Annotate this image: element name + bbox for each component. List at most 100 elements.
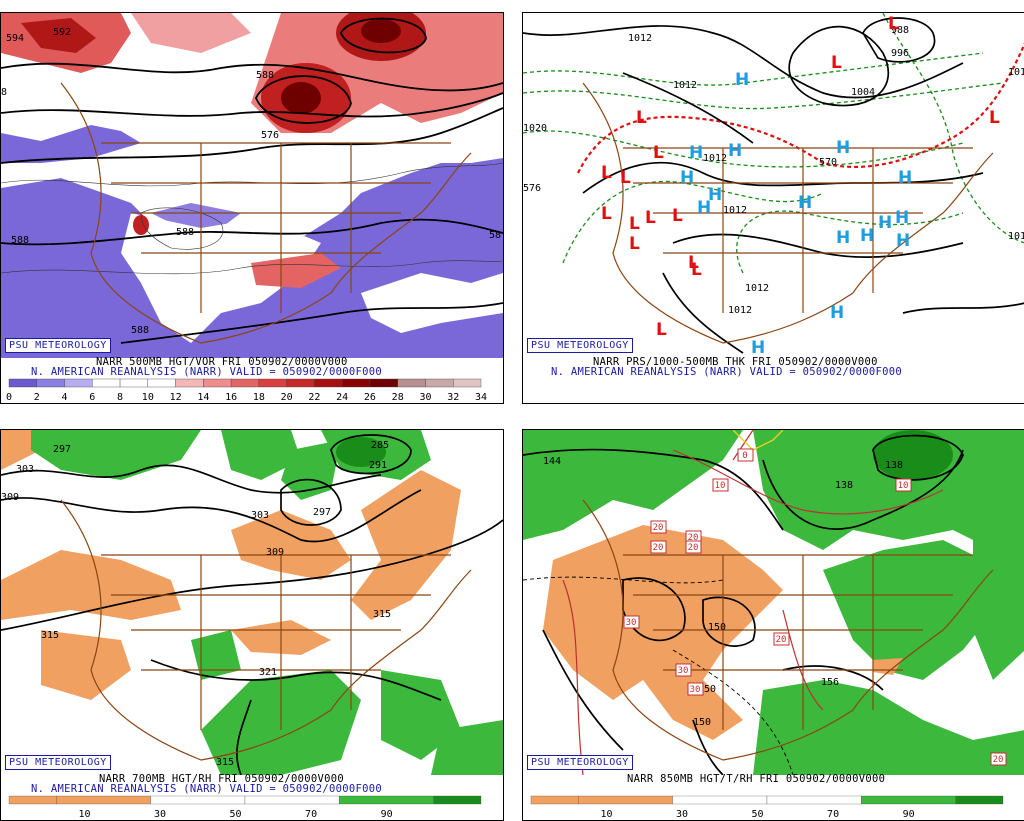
panel-caption: NARR PRS/1000-500MB THK FRI 050902/0000V… <box>593 356 878 368</box>
dry-area <box>873 658 903 675</box>
colorbar-tick-label: 32 <box>447 392 459 403</box>
high-pressure-marker: H <box>860 226 874 246</box>
temperature-label: 20 <box>688 543 699 553</box>
colorbar-tick-label: 28 <box>392 392 404 403</box>
high-pressure-marker: H <box>878 213 892 233</box>
contour-label: 594 <box>6 33 24 44</box>
contour-label: 996 <box>891 48 909 59</box>
high-pressure-marker: H <box>708 185 722 205</box>
colorbar-swatch <box>36 378 65 388</box>
contour-label: 315 <box>216 757 234 768</box>
moist-area <box>753 680 1024 775</box>
colorbar-swatch <box>453 378 482 388</box>
colorbar-swatch <box>56 795 151 805</box>
colorbar-tick-label: 50 <box>752 809 764 820</box>
contour-label: 576 <box>261 130 279 141</box>
temperature-label: 30 <box>626 618 637 628</box>
negative-vorticity-area <box>151 203 241 228</box>
colorbar-swatch <box>8 795 57 805</box>
contour-label: 588 <box>11 235 29 246</box>
panel-valid-caption: N. AMERICAN REANALYSIS (NARR) VALID = 05… <box>31 783 382 795</box>
panel-valid-caption: N. AMERICAN REANALYSIS (NARR) VALID = 05… <box>31 366 382 378</box>
contour-label: 144 <box>543 456 561 467</box>
temperature-contours <box>562 430 944 775</box>
colorbar-tick-label: 18 <box>253 392 265 403</box>
colorbar-swatch <box>175 378 204 388</box>
temperature-label: 30 <box>690 685 701 695</box>
freezing-line <box>732 430 784 451</box>
dry-area <box>1 550 181 620</box>
high-pressure-marker: H <box>798 193 812 213</box>
high-pressure-marker: H <box>896 231 910 251</box>
contour-label: 576 <box>523 183 541 194</box>
very-moist-area <box>336 437 386 467</box>
positive-vorticity-area <box>251 253 341 288</box>
panel-700mb-rh: 297 303 309 285 291 297 303 309 315 315 … <box>0 429 504 821</box>
high-pressure-marker: H <box>728 141 742 161</box>
panel-pressure-thickness: 1012 1012 996 988 1004 1012 1012 1012 10… <box>522 12 1024 404</box>
temperature-label-box <box>650 520 667 534</box>
temperature-label: 20 <box>993 755 1004 765</box>
contour-label: 303 <box>251 510 269 521</box>
colorbar-tick-label: 26 <box>364 392 376 403</box>
colorbar-tick-label: 0 <box>6 392 12 403</box>
temperature-label-box <box>687 682 704 696</box>
colorbar-swatch <box>425 378 454 388</box>
rh850-map: 144 138 138 150 150 156 150 010 102020202… <box>523 430 1024 775</box>
contour-label: 297 <box>313 507 331 518</box>
colorbar-tick-label: 70 <box>827 809 839 820</box>
vorticity-colorbar: 0 2 4 6 8 10 12 14 16 18 20 22 24 26 28 30 32 34 <box>6 378 487 403</box>
colorbar-tick-label: 4 <box>62 392 68 403</box>
political-boundaries <box>60 499 472 761</box>
colorbar-swatch <box>341 378 371 388</box>
high-pressure-marker: H <box>735 70 749 90</box>
low-pressure-marker: L <box>601 163 612 183</box>
low-pressure-marker: L <box>645 208 656 228</box>
temperature-label: 20 <box>653 543 664 553</box>
contour-label: 588 <box>131 325 149 336</box>
vorticity-max <box>361 19 401 43</box>
colorbar-swatch <box>314 378 343 388</box>
political-boundaries <box>582 499 994 761</box>
temperature-label-box <box>675 663 692 677</box>
psu-meteorology-credit: PSU METEOROLOGY <box>5 755 111 770</box>
temperature-label-box <box>990 752 1007 766</box>
contour-label: 8 <box>1 87 7 98</box>
colorbar-tick-label: 30 <box>676 809 688 820</box>
contour-label: 309 <box>266 547 284 558</box>
dry-area <box>41 630 131 700</box>
colorbar-swatch <box>433 795 482 805</box>
contour-label: 291 <box>369 460 387 471</box>
thickness-540-line <box>577 42 1024 174</box>
panel-500mb-vorticity: 594 592 588 576 588 588 588 58 8 PSU MET… <box>0 12 504 404</box>
psu-meteorology-credit: PSU METEOROLOGY <box>527 755 633 770</box>
colorbar-swatch <box>150 795 246 805</box>
moist-area <box>31 430 201 480</box>
colorbar-tick-label: 12 <box>170 392 182 403</box>
colorbar-tick-label: 10 <box>142 392 154 403</box>
contour-label: 101 <box>1008 231 1024 242</box>
low-pressure-marker: L <box>629 234 640 254</box>
colorbar-swatch <box>258 378 287 388</box>
positive-vorticity-area <box>131 13 251 53</box>
colorbar-swatch <box>64 378 93 388</box>
contour-label: 1012 <box>728 305 752 316</box>
low-pressure-marker: L <box>653 143 664 163</box>
vorticity-max <box>133 215 149 235</box>
contour-label: 297 <box>53 444 71 455</box>
colorbar-tick-label: 50 <box>230 809 242 820</box>
dry-area <box>351 470 461 620</box>
contour-label: 138 <box>835 480 853 491</box>
contour-label: 321 <box>259 667 277 678</box>
contour-label: 588 <box>176 227 194 238</box>
temperature-label-box <box>895 478 912 492</box>
moist-area <box>523 430 743 540</box>
high-pressure-marker: H <box>836 228 850 248</box>
height-contours <box>523 434 964 775</box>
high-pressure-marker: H <box>898 168 912 188</box>
contour-label: 150 <box>708 622 726 633</box>
height-contours <box>1 17 503 344</box>
colorbar-tick-label: 70 <box>305 809 317 820</box>
panel-caption: NARR 850MB HGT/T/RH FRI 050902/0000V000 <box>627 773 886 785</box>
moist-area <box>221 430 301 480</box>
